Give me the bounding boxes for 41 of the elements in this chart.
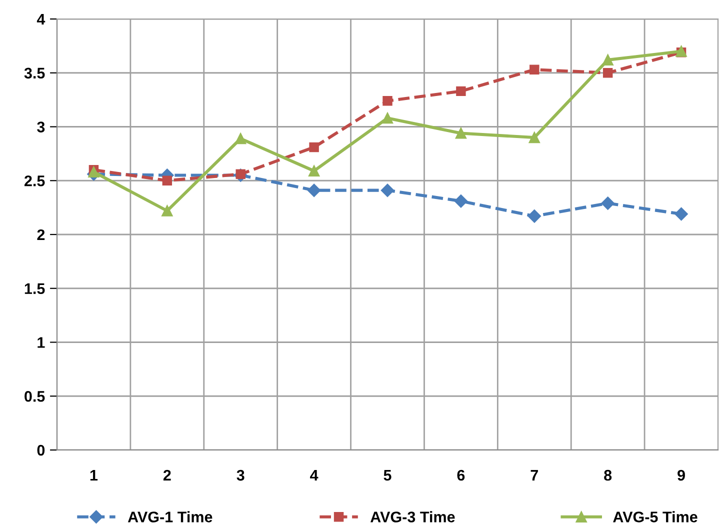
y-tick-label: 3.5: [24, 68, 45, 79]
y-tick-label: 0.5: [24, 390, 45, 402]
y-tick-label: 1.5: [24, 283, 45, 294]
point: [162, 176, 172, 186]
x-tick-label: 6: [457, 470, 465, 481]
point: [382, 112, 394, 124]
y-tick-label: 3: [37, 122, 45, 132]
point: [528, 132, 540, 144]
point: [308, 165, 320, 176]
point: [455, 128, 466, 139]
y-tick-label: 4: [36, 14, 46, 25]
legend-label: AVG-5 Time: [613, 511, 698, 522]
point: [602, 68, 613, 78]
x-tick-label: 2: [163, 470, 171, 481]
x-tick-label: 8: [604, 470, 612, 481]
point: [309, 142, 319, 152]
point: [162, 205, 173, 216]
y-tick-label: 1: [38, 337, 45, 348]
legend-label: AVG-3 Time: [370, 511, 455, 522]
point: [382, 96, 392, 106]
x-tick-label: 5: [384, 470, 392, 481]
point: [674, 207, 688, 221]
y-tick-label: 0: [37, 444, 45, 456]
point: [601, 196, 614, 210]
point: [380, 184, 394, 197]
x-tick-label: 1: [90, 470, 98, 481]
point: [307, 184, 321, 197]
y-tick-label: 2.5: [24, 175, 45, 186]
point: [602, 54, 614, 66]
x-tick-label: 3: [236, 470, 244, 481]
y-tick-label: 2: [37, 229, 45, 240]
x-tick-label: 4: [310, 470, 318, 481]
x-tick-label: 9: [678, 470, 685, 481]
point: [528, 210, 541, 223]
point: [454, 194, 468, 208]
point: [88, 166, 100, 178]
point: [456, 86, 466, 96]
x-tick-label: 7: [530, 470, 538, 481]
point: [530, 64, 540, 75]
point: [235, 133, 246, 144]
legend-label: AVG-1 Time: [128, 511, 212, 522]
